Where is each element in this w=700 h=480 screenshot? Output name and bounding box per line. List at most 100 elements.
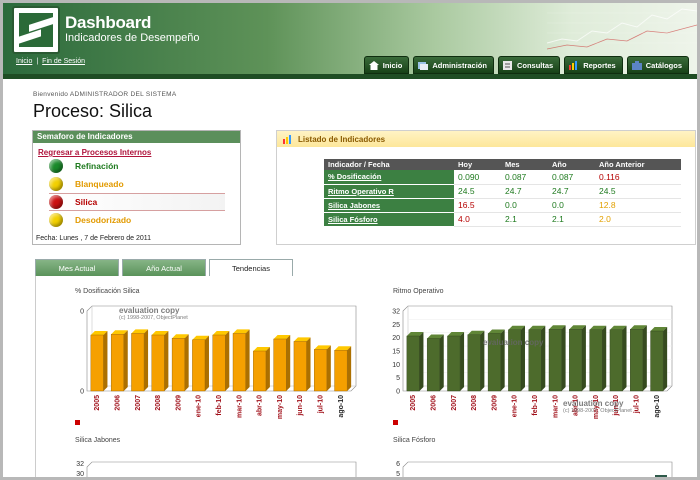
chart-title-ritmo: Ritmo Operativo <box>393 288 444 295</box>
indicator-value: 0.0 <box>548 198 595 213</box>
bar-side <box>419 332 424 391</box>
bar-side <box>642 325 647 391</box>
x-tick-label: 2009 <box>491 395 498 411</box>
indicator-link[interactable]: Ritmo Operativo R <box>324 184 454 199</box>
indicator-value: 2.0 <box>595 212 681 227</box>
x-tick-label: abr-10 <box>257 395 264 416</box>
bar-top <box>90 331 108 335</box>
y-tick-label: 0 <box>80 309 84 316</box>
status-light-icon <box>49 177 63 191</box>
bar <box>467 334 481 392</box>
tab-tendencias[interactable]: Tendencias <box>209 259 293 276</box>
bar-side <box>541 325 546 391</box>
semaforo-item[interactable]: Silica <box>49 193 225 211</box>
nav-strip <box>3 74 697 79</box>
semaforo-date: Fecha: Lunes , 7 de Febrero de 2011 <box>36 235 152 242</box>
logout-link[interactable]: Fin de Sesión <box>42 58 85 65</box>
y-tick-label: 32 <box>392 309 400 316</box>
nav-reportes[interactable]: Reportes <box>564 56 623 74</box>
chart-decoration-icon <box>547 8 697 50</box>
x-tick-label: 2008 <box>471 395 478 411</box>
table-row: Silica Jabones 16.5 0.0 0.0 12.8 <box>324 198 681 213</box>
bar-top <box>488 329 505 334</box>
indicator-value: 16.5 <box>454 198 501 213</box>
tab-bar: Mes Actual Año Actual Tendencias <box>35 259 293 276</box>
bar-side <box>347 346 352 391</box>
bar <box>253 350 267 392</box>
bar-chart-icon <box>283 134 291 144</box>
x-tick-label: feb-10 <box>216 395 223 416</box>
bar-top <box>467 330 485 335</box>
query-icon <box>502 60 512 70</box>
semaforo-list: Refinación Blanqueado Silica Desodorizado <box>33 157 240 229</box>
semaforo-item-label: Desodorizado <box>75 215 132 225</box>
nav-consultas[interactable]: Consultas <box>497 56 561 74</box>
table-row: Ritmo Operativo R 24.5 24.7 24.7 24.5 <box>324 184 681 199</box>
inicio-link[interactable]: Inicio <box>16 58 33 65</box>
indicator-link[interactable]: % Dosificación <box>324 170 454 185</box>
column-header: Indicador / Fecha <box>324 159 454 170</box>
top-links: Inicio | Fin de Sesión <box>16 58 85 65</box>
bar-side <box>103 331 108 391</box>
bar <box>406 335 420 392</box>
chart-ritmo-operativo: 0 5 10 15 20 25 32 2005 2006 2007 2008 2009 ene-10 fe… <box>392 305 673 419</box>
bar-side <box>306 337 311 391</box>
indicator-value: 0.087 <box>548 170 595 185</box>
nav-catalogos[interactable]: Catálogos <box>626 56 689 74</box>
bar-top <box>334 346 352 351</box>
bar-top <box>528 325 546 330</box>
bar <box>131 333 145 392</box>
column-header: Hoy <box>454 159 501 170</box>
welcome-text: Bienvenido ADMINISTRADOR DEL SISTEMA <box>33 91 177 98</box>
semaforo-item[interactable]: Blanqueado <box>49 175 225 193</box>
indicators-title: Listado de Indicadores <box>298 134 386 144</box>
bar <box>650 330 664 392</box>
bar-top <box>192 335 209 340</box>
bar-side <box>144 329 149 391</box>
bar-side <box>663 327 668 391</box>
bar <box>334 350 348 392</box>
semaforo-item[interactable]: Desodorizado <box>49 211 225 229</box>
x-tick-label: jul-10 <box>318 395 325 414</box>
indicator-value: 2.1 <box>548 212 595 227</box>
indicators-header: Listado de Indicadores <box>277 131 695 147</box>
bar <box>110 334 124 392</box>
x-tick-label: ene-10 <box>512 395 519 417</box>
bar <box>212 334 226 392</box>
bar <box>630 329 644 392</box>
nav-inicio[interactable]: Inicio <box>363 56 410 74</box>
semaforo-item-label: Blanqueado <box>75 179 124 189</box>
tab-mes-actual[interactable]: Mes Actual <box>35 259 119 276</box>
bar <box>426 338 440 392</box>
indicator-link[interactable]: Silica Fósforo <box>324 212 454 227</box>
indicator-link[interactable]: Silica Jabones <box>324 198 454 213</box>
indicator-value: 24.5 <box>454 184 501 199</box>
x-tick-label: mar-10 <box>552 395 559 418</box>
logo <box>12 6 60 54</box>
bar <box>548 329 562 392</box>
bar-side <box>184 334 189 391</box>
nav-administracion[interactable]: Administración <box>413 56 494 74</box>
indicator-value: 0.087 <box>501 170 548 185</box>
bar <box>487 333 501 392</box>
bar-side <box>123 330 128 391</box>
table-row: % Dosificación 0.090 0.087 0.087 0.116 <box>324 170 681 185</box>
bar-side <box>561 325 566 391</box>
semaforo-title: Semaforo de Indicadores <box>33 131 240 143</box>
column-header: Año <box>548 159 595 170</box>
bar-top <box>650 327 668 331</box>
bar <box>609 329 623 392</box>
indicator-value: 24.5 <box>595 184 681 199</box>
bar <box>151 334 165 392</box>
y-tick-label: 6 <box>396 461 400 468</box>
semaforo-item[interactable]: Refinación <box>49 157 225 175</box>
reports-icon <box>569 60 578 70</box>
plot-frame <box>402 461 673 477</box>
bar-top <box>151 331 169 335</box>
tab-año-actual[interactable]: Año Actual <box>122 259 206 276</box>
back-to-processes-link[interactable]: Regresar a Procesos Internos <box>38 148 152 157</box>
catalogs-icon <box>631 60 642 70</box>
x-tick-label: 2005 <box>94 395 101 411</box>
bar-side <box>500 329 505 391</box>
